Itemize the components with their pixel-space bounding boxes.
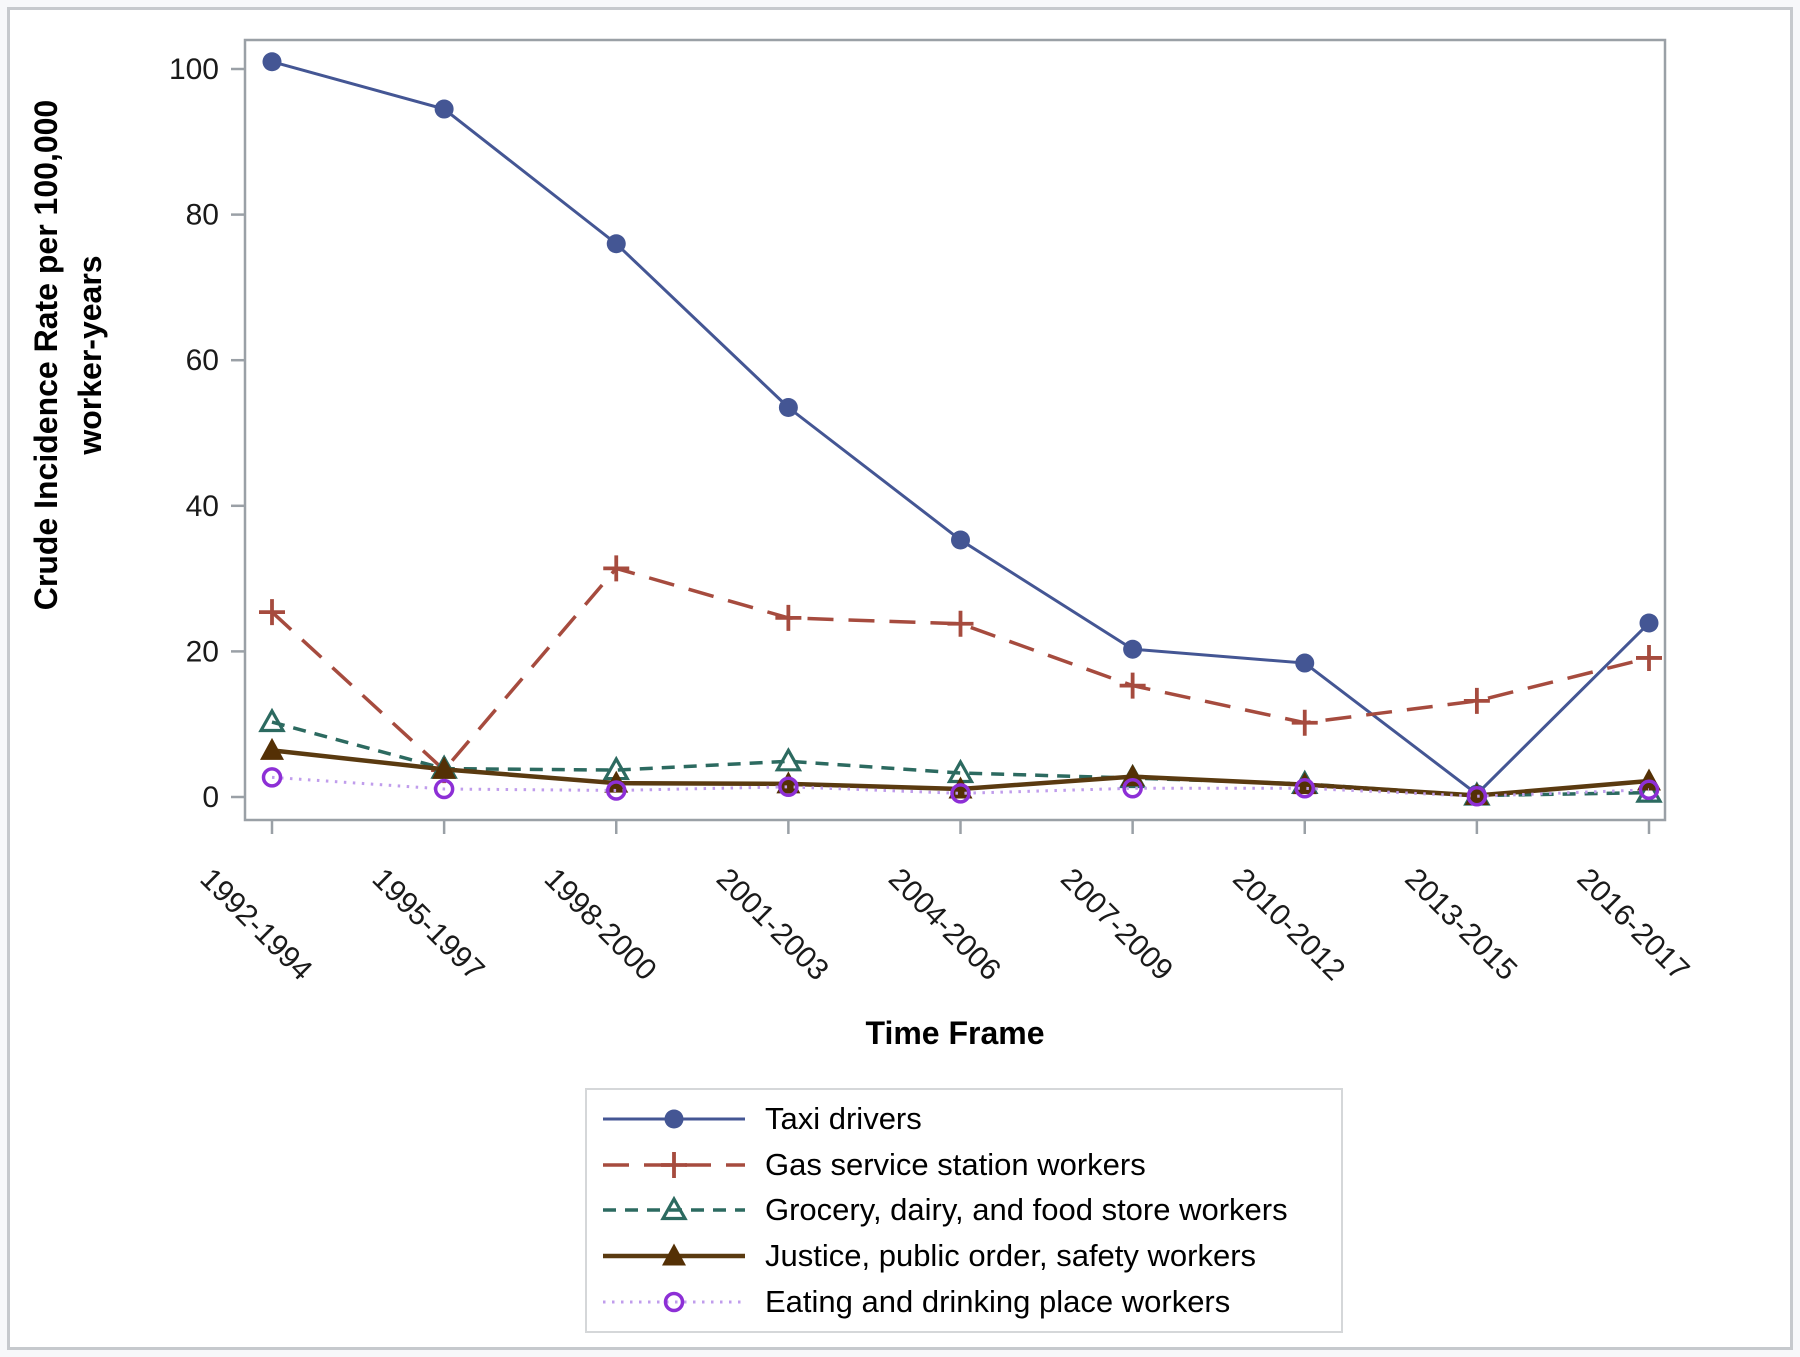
legend: Taxi drivers Gas service station workers… (585, 1088, 1343, 1333)
legend-item: Grocery, dairy, and food store workers (599, 1189, 1341, 1231)
y-tick-label: 60 (186, 344, 219, 377)
marker-open-triangle (258, 707, 286, 733)
marker-open-circle (1122, 778, 1143, 799)
marker-plus (259, 599, 285, 626)
marker-filled-triangle (432, 756, 457, 779)
y-tick-label: 0 (202, 781, 219, 814)
y-axis: 0 20 40 60 80 100 (169, 53, 245, 814)
marker-plus (1463, 687, 1490, 714)
x-tick-label: 2013-2015 (1398, 862, 1523, 987)
y-tick-label: 80 (186, 199, 219, 232)
legend-item: Justice, public order, safety workers (599, 1235, 1341, 1277)
marker-filled-triangle (260, 737, 284, 760)
marker-plus (775, 604, 802, 631)
legend-item: Taxi drivers (599, 1098, 1341, 1140)
marker-open-triangle (660, 1196, 688, 1221)
legend-item: Eating and drinking place workers (599, 1281, 1341, 1323)
x-tick-label: 1998-2000 (538, 862, 663, 987)
x-tick-label: 2004-2006 (882, 862, 1007, 987)
legend-item: Gas service station workers (599, 1144, 1341, 1186)
marker-plus (1119, 672, 1146, 699)
marker-open-circle (1294, 778, 1315, 799)
grocery-legend-sample (603, 1196, 745, 1221)
marker-filled-circle (1639, 613, 1659, 633)
marker-plus (1291, 709, 1318, 736)
x-tick-label: 2010-2012 (1226, 862, 1351, 987)
marker-plus (1636, 644, 1662, 671)
y-tick-label: 20 (186, 635, 219, 668)
marker-open-circle (433, 778, 455, 800)
legend-label: Gas service station workers (765, 1146, 1146, 1182)
y-tick-label: 40 (186, 490, 219, 523)
legend-label: Grocery, dairy, and food store workers (765, 1192, 1288, 1228)
series-line (270, 566, 1650, 773)
marker-open-circle (261, 767, 283, 788)
x-axis-title: Time Frame (865, 1015, 1044, 1051)
marker-open-circle (950, 783, 971, 804)
marker-plus (661, 1151, 687, 1178)
marker-filled-triangle (662, 1243, 686, 1266)
marker-open-triangle (1635, 778, 1663, 803)
legend-label: Justice, public order, safety workers (765, 1238, 1257, 1274)
marker-filled-circle (1295, 653, 1315, 673)
gas-station-legend-sample (603, 1151, 745, 1178)
marker-open-circle (663, 1291, 685, 1313)
x-axis: 1992-1994 1995-1997 1998-2000 2001-2003 2004… (194, 820, 1696, 987)
legend-label: Eating and drinking place workers (765, 1284, 1231, 1320)
x-tick-label: 2001-2003 (710, 862, 835, 987)
series-layer (258, 52, 1663, 807)
y-axis-title-line2: worker-years (72, 255, 108, 455)
marker-open-triangle (774, 747, 803, 772)
marker-open-circle (778, 776, 799, 798)
x-tick-label: 2007-2009 (1054, 862, 1179, 987)
eating-drinking-legend-sample (603, 1291, 745, 1313)
marker-filled-circle (664, 1109, 684, 1129)
legend-label: Taxi drivers (765, 1100, 922, 1136)
plot-area-frame (243, 38, 1667, 822)
x-tick-label: 1992-1994 (194, 862, 319, 987)
marker-open-circle (1638, 779, 1660, 800)
marker-plus (603, 555, 630, 582)
x-tick-label: 2016-2017 (1571, 862, 1696, 987)
marker-filled-circle (778, 398, 798, 418)
marker-open-circle (1466, 786, 1488, 807)
y-axis-title-line1: Crude Incidence Rate per 100,000 (28, 100, 64, 610)
justice-legend-sample (603, 1243, 745, 1266)
marker-filled-circle (951, 530, 970, 550)
taxi-drivers-legend-sample (603, 1109, 745, 1129)
marker-filled-circle (434, 99, 454, 119)
marker-filled-circle (262, 52, 282, 72)
marker-filled-circle (1123, 639, 1143, 659)
marker-filled-circle (606, 234, 626, 254)
y-tick-label: 100 (169, 53, 219, 86)
x-tick-label: 1995-1997 (366, 862, 491, 987)
marker-open-circle (606, 780, 627, 801)
marker-plus (947, 610, 974, 637)
